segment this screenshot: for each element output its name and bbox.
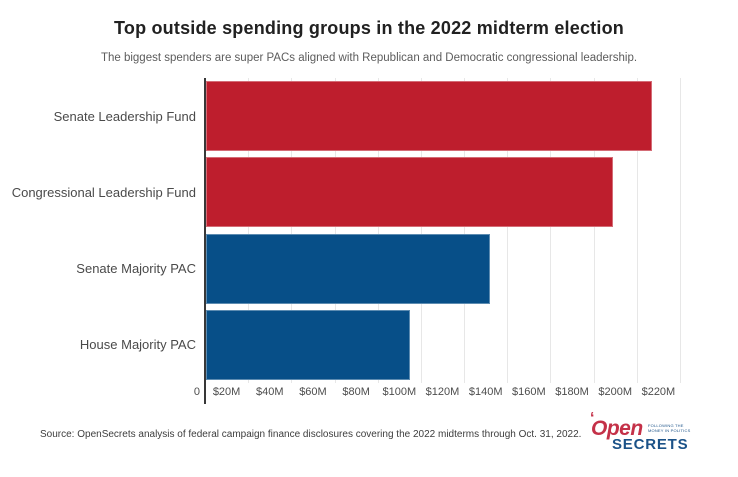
category-label-senate-majority-pac: Senate Majority PAC [76, 261, 196, 276]
chart-subtitle: The biggest spenders are super PACs alig… [100, 52, 638, 64]
gridline-120M [464, 78, 466, 383]
x-tick-label-0: 0 [193, 386, 200, 398]
gridline-220M [680, 78, 681, 383]
chart-title: Top outside spending groups in the 2022 … [114, 18, 624, 38]
x-tick-label-180M: $180M [555, 386, 589, 398]
gridline-180M [593, 78, 595, 383]
gridline-60M [334, 78, 336, 383]
source-note: Source: OpenSecrets analysis of federal … [40, 429, 582, 440]
logo-tagline-line2: MONEY IN POLITICS [648, 428, 691, 433]
x-tick-label-20M: $20M [212, 386, 241, 398]
category-label-senate-leadership-fund: Senate Leadership Fund [53, 108, 196, 124]
gridline-140M [507, 78, 509, 383]
x-tick-label-60M: $60M [299, 386, 327, 398]
category-label-congressional-leadership-fund: Congressional Leadership Fund [11, 184, 196, 200]
gridline-200M [636, 78, 638, 383]
bar-congressional-leadership-fund [206, 157, 614, 228]
logo-secrets-text: SECRETS [612, 436, 689, 453]
x-tick-label-160M: $160M [512, 386, 546, 398]
bar-house-majority-pac [206, 309, 411, 380]
opensecrets-logo: Open FOLLOWING THE MONEY IN POLITICS SEC… [590, 410, 711, 459]
logo-tagline-line1: FOLLOWING THE [648, 423, 684, 428]
x-tick-label-100M: $100M [382, 386, 417, 398]
logo-tagline: FOLLOWING THE MONEY IN POLITICS [648, 423, 690, 433]
gridline-100M [420, 78, 422, 383]
bar-senate-leadership-fund [206, 81, 652, 151]
x-tick-label-120M: $120M [425, 386, 460, 398]
category-label-house-majority-pac: House Majority PAC [79, 337, 196, 353]
gridline-80M [377, 78, 379, 383]
x-tick-label-40M: $40M [256, 386, 284, 398]
gridline-160M [550, 78, 552, 383]
x-tick-label-140M: $140M [468, 386, 503, 398]
plot-area: Senate Leadership Fund Congressional Lead… [0, 78, 738, 404]
y-axis-line [204, 78, 206, 404]
x-tick-label-80M: $80M [342, 386, 370, 398]
x-tick-label-200M: $200M [598, 386, 633, 398]
gridline-40M [291, 78, 293, 383]
logo-open-text: Open [590, 410, 643, 441]
x-tick-label-220M: $220M [641, 386, 676, 398]
bar-senate-majority-pac [206, 233, 490, 304]
gridline-20M [248, 78, 250, 383]
